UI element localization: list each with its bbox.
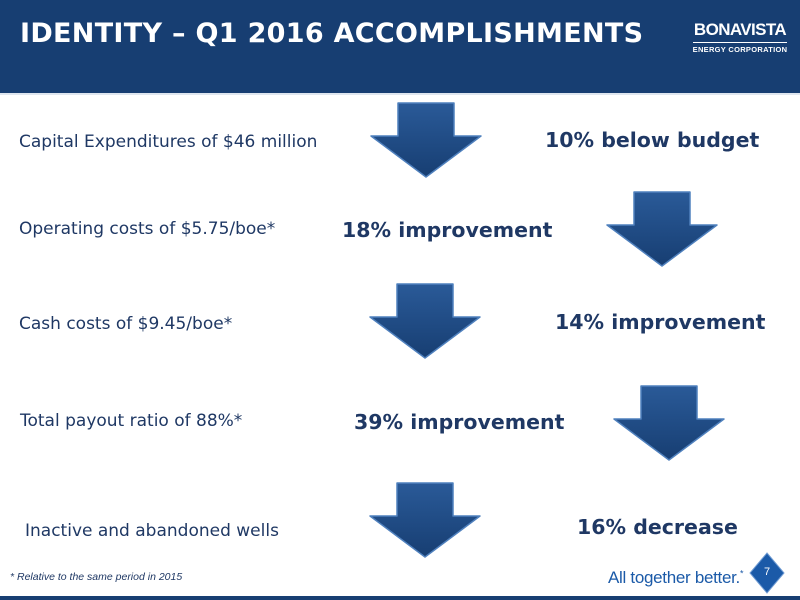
item-result-cash-costs: 14% improvement — [555, 310, 766, 334]
item-result-capex: 10% below budget — [545, 128, 760, 152]
item-label-capex: Capital Expenditures of $46 million — [19, 132, 318, 152]
item-label-operating-costs: Operating costs of $5.75/boe* — [19, 219, 276, 239]
tagline-text: All together better. — [608, 568, 740, 587]
logo-divider — [693, 42, 787, 43]
item-label-cash-costs: Cash costs of $9.45/boe* — [19, 314, 233, 334]
header-bar: IDENTITY – Q1 2016 ACCOMPLISHMENTS BONAV… — [0, 0, 800, 95]
tagline-mark: * — [739, 568, 744, 579]
tagline: All together better.* — [608, 568, 744, 588]
page-title: IDENTITY – Q1 2016 ACCOMPLISHMENTS — [20, 18, 644, 49]
item-result-inactive-wells: 16% decrease — [577, 515, 738, 539]
page-number: 7 — [763, 566, 771, 578]
down-arrow-icon — [613, 385, 725, 461]
item-label-inactive-wells: Inactive and abandoned wells — [25, 521, 279, 541]
diamond-icon — [749, 552, 785, 594]
page-number-badge: 7 — [749, 552, 785, 594]
down-arrow-icon — [370, 102, 482, 178]
item-label-payout-ratio: Total payout ratio of 88%* — [20, 411, 243, 431]
bottom-rule — [0, 596, 800, 600]
down-arrow-icon — [369, 283, 481, 359]
item-result-operating-costs: 18% improvement — [342, 218, 553, 242]
company-logo: BONAVISTA ENERGY CORPORATION — [692, 20, 788, 64]
logo-subtitle: ENERGY CORPORATION — [692, 45, 788, 54]
down-arrow-icon — [606, 191, 718, 267]
down-arrow-icon — [369, 482, 481, 558]
item-result-payout-ratio: 39% improvement — [354, 410, 565, 434]
logo-name: BONAVISTA — [693, 20, 787, 39]
footnote: * Relative to the same period in 2015 — [10, 571, 183, 583]
